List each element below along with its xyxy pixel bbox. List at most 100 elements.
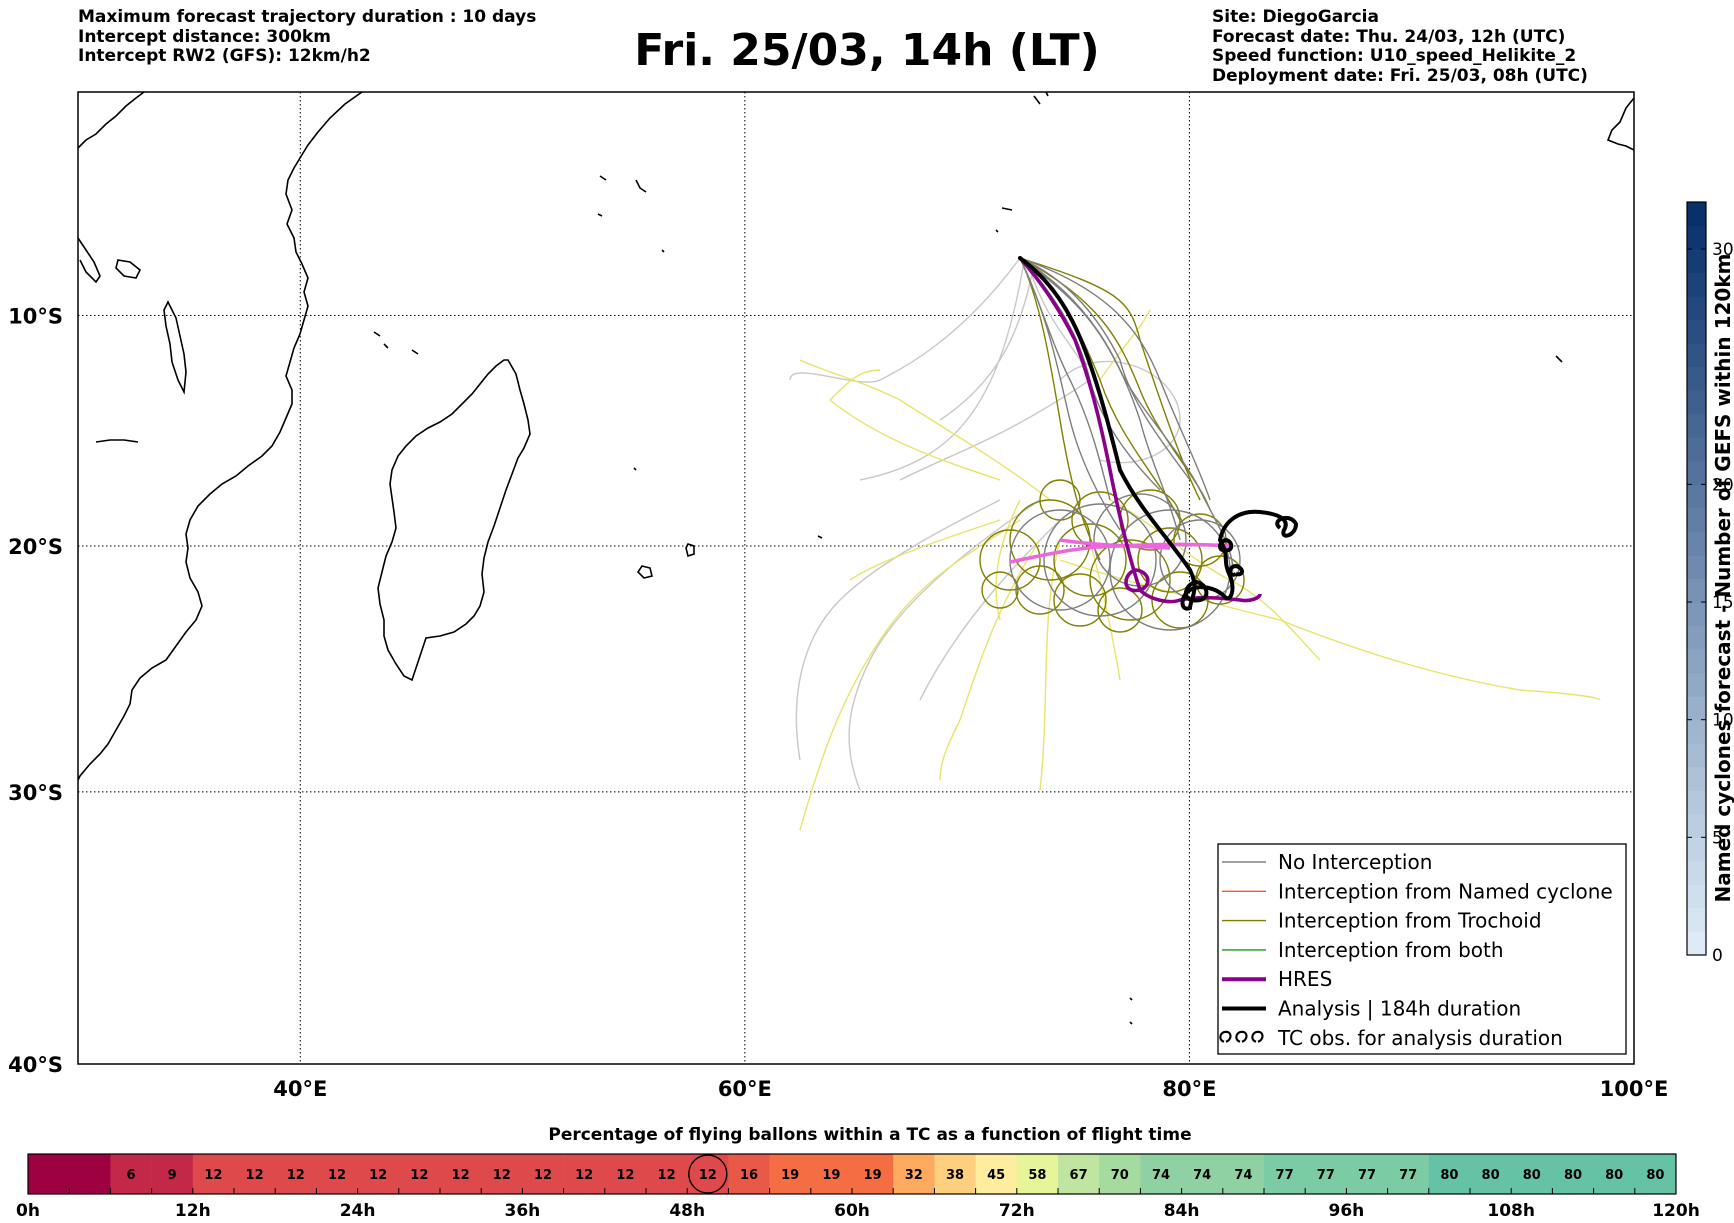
intercept-rw2-text: Intercept RW2 (GFS): 12km/h2	[78, 46, 371, 66]
percentage-cell-value: 12	[328, 1168, 346, 1183]
percentage-cell	[357, 1154, 400, 1194]
colorbar-border	[1686, 201, 1707, 956]
colorbar-band	[1687, 743, 1706, 768]
legend-items: No Interception Interception from Named c…	[1219, 850, 1613, 1050]
percentage-cell	[69, 1154, 111, 1194]
arabia-coastline	[78, 92, 145, 149]
percentage-cell	[728, 1154, 770, 1194]
percentage-cell-value: 80	[1523, 1168, 1541, 1183]
hour-label: 96h	[1329, 1201, 1365, 1221]
percentage-cell-value: 12	[534, 1168, 552, 1183]
percentage-hour-labels: 0h 12h 24h 36h 48h 60h 72h 84h 96h 108h 120h	[16, 1201, 1700, 1221]
colorbar-band	[1687, 554, 1706, 579]
colorbar-label: Named cyclones forecast - Number of GEFS…	[1711, 254, 1734, 903]
legend-label: Interception from both	[1278, 938, 1504, 962]
hour-label: 12h	[175, 1201, 211, 1221]
percentage-cell	[893, 1154, 935, 1194]
latitude-label: 30°S	[8, 781, 63, 805]
agalega-island	[633, 467, 637, 471]
percentage-cell-value: 77	[1276, 1168, 1294, 1183]
colorbar-band	[1687, 249, 1706, 274]
percentage-cell-value: 12	[575, 1168, 593, 1183]
hour-label: 120h	[1652, 1201, 1700, 1221]
speed-function-text: Speed function: U10_speed_Helikite_2	[1212, 46, 1577, 66]
colorbar-band	[1687, 813, 1706, 838]
percentage-cell-value: 77	[1317, 1168, 1335, 1183]
colorbar-band	[1687, 296, 1706, 321]
colorbar-tick-label: 20	[1712, 475, 1734, 495]
colorbar-bands	[1687, 202, 1706, 956]
no-interception-trajectories	[789, 257, 1181, 791]
map-title: Fri. 25/03, 14h (LT)	[634, 25, 1100, 76]
hour-label: 108h	[1487, 1201, 1535, 1221]
colorbar-band	[1687, 719, 1706, 744]
percentage-cell	[1016, 1154, 1059, 1194]
percentage-cell-value: 19	[822, 1168, 840, 1183]
colorbar-band	[1687, 202, 1706, 227]
percentage-cell-value: 77	[1358, 1168, 1376, 1183]
launch-site-marker	[1018, 256, 1022, 260]
percentage-cell	[275, 1154, 317, 1194]
legend-label: TC obs. for analysis duration	[1277, 1026, 1563, 1050]
colorbar-band	[1687, 837, 1706, 862]
analysis-loops	[1184, 537, 1244, 603]
cocos-islands	[1555, 355, 1563, 363]
percentage-cell-value: 74	[1234, 1168, 1252, 1183]
colorbar-band	[1687, 531, 1706, 556]
madagascar-coastline	[377, 359, 531, 682]
seychelles	[597, 175, 665, 253]
percentage-cell	[110, 1154, 152, 1194]
comoros	[373, 331, 419, 355]
colorbar-band	[1687, 319, 1706, 344]
lake-victoria	[115, 259, 142, 279]
percentage-cell	[1140, 1154, 1182, 1194]
hres-trajectory	[1018, 256, 1262, 604]
legend-swatch-tc-obs	[1219, 1030, 1264, 1043]
percentage-cell	[1264, 1154, 1306, 1194]
percentage-cell	[1305, 1154, 1347, 1194]
colorbar-band	[1687, 931, 1706, 956]
legend-label: Interception from Named cyclone	[1278, 879, 1613, 903]
percentage-cell	[1470, 1154, 1512, 1194]
hour-label: 0h	[16, 1201, 40, 1221]
colorbar-ticks: 0 5 10 15 20 30	[1687, 240, 1734, 966]
percentage-cell	[28, 1154, 70, 1194]
percentage-cell-value: 19	[781, 1168, 799, 1183]
percentage-cell	[234, 1154, 276, 1194]
site-text: Site: DiegoGarcia	[1212, 7, 1379, 27]
percentage-bar: Percentage of flying ballons within a TC…	[16, 1125, 1700, 1221]
percentage-cell-value: 12	[452, 1168, 470, 1183]
header-right: Site: DiegoGarcia Forecast date: Thu. 24…	[1212, 7, 1588, 86]
colorbar-tick-label: 5	[1712, 828, 1723, 848]
colorbar-tick-label: 15	[1712, 593, 1734, 613]
percentage-cell-value: 32	[905, 1168, 923, 1183]
percentage-cell-value: 16	[740, 1168, 758, 1183]
longitude-label: 40°E	[273, 1077, 327, 1101]
deployment-date-text: Deployment date: Fri. 25/03, 08h (UTC)	[1212, 65, 1588, 86]
hour-label: 84h	[1164, 1201, 1200, 1221]
amsterdam-island	[1129, 997, 1133, 1025]
colorbar-band	[1687, 460, 1706, 485]
percentage-cell-value: 74	[1152, 1168, 1170, 1183]
max-duration-text: Maximum forecast trajectory duration : 1…	[78, 7, 537, 27]
colorbar-band	[1687, 649, 1706, 674]
percentage-cells: 6 9 12 12 12 12 12 12 12 12 12 12 12 12 12 16 19 19 19 32 38…	[28, 1154, 1677, 1194]
legend-label: No Interception	[1278, 850, 1432, 874]
percentage-cell-value: 74	[1193, 1168, 1211, 1183]
percentage-cell	[604, 1154, 647, 1194]
forecast-date-text: Forecast date: Thu. 24/03, 12h (UTC)	[1212, 26, 1566, 47]
coastlines	[78, 92, 1634, 1025]
colorbar-band	[1687, 884, 1706, 909]
percentage-cell-value: 12	[658, 1168, 676, 1183]
percentage-cell-value: 19	[864, 1168, 882, 1183]
hres-loop	[1124, 568, 1150, 593]
latitude-label: 20°S	[8, 535, 63, 559]
current-time-marker	[688, 1154, 728, 1194]
percentage-cell	[1593, 1154, 1636, 1194]
percentage-cell	[522, 1154, 564, 1194]
percentage-cell	[769, 1154, 812, 1194]
percentage-cell-value: 80	[1482, 1168, 1500, 1183]
colorbar-band	[1687, 225, 1706, 250]
percentage-cell	[1387, 1154, 1430, 1194]
